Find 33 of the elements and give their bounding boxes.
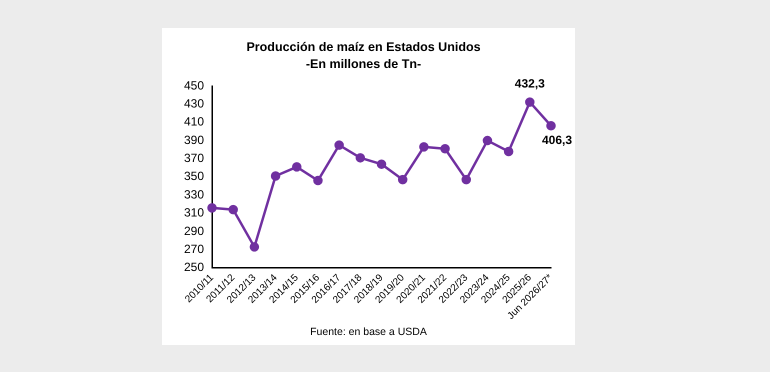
y-tick-label: 290	[184, 224, 204, 238]
y-tick-label: 370	[184, 151, 204, 166]
y-tick-label: 450	[184, 78, 204, 92]
point	[250, 242, 260, 252]
point	[376, 159, 386, 169]
y-tick-label: 250	[184, 260, 204, 274]
data-label: 432,3	[514, 76, 546, 90]
point	[462, 174, 472, 184]
point	[292, 162, 302, 172]
point	[440, 144, 450, 154]
point	[398, 174, 408, 184]
point	[419, 142, 429, 152]
point	[525, 97, 535, 107]
point	[334, 140, 344, 150]
y-tick-label: 410	[184, 114, 204, 129]
point	[228, 204, 238, 214]
point	[504, 146, 514, 156]
source-note: Fuente: en base a USDA	[309, 326, 428, 338]
y-tick-label: 270	[184, 242, 204, 256]
data-label: 406,3	[542, 133, 572, 148]
y-tick-label: 390	[184, 132, 204, 147]
point	[207, 203, 217, 213]
y-tick-label: 430	[184, 96, 204, 110]
chart-subtitle: -En millones de Tn-	[306, 56, 422, 71]
chart-title: Producción de maíz en Estados Unidos	[246, 40, 481, 54]
point	[356, 153, 366, 163]
point	[482, 136, 492, 146]
y-tick-label: 330	[184, 187, 204, 202]
point	[270, 171, 280, 181]
y-tick-label: 350	[184, 169, 204, 184]
point	[313, 176, 323, 186]
point	[546, 120, 556, 130]
y-tick-label: 310	[184, 206, 204, 220]
